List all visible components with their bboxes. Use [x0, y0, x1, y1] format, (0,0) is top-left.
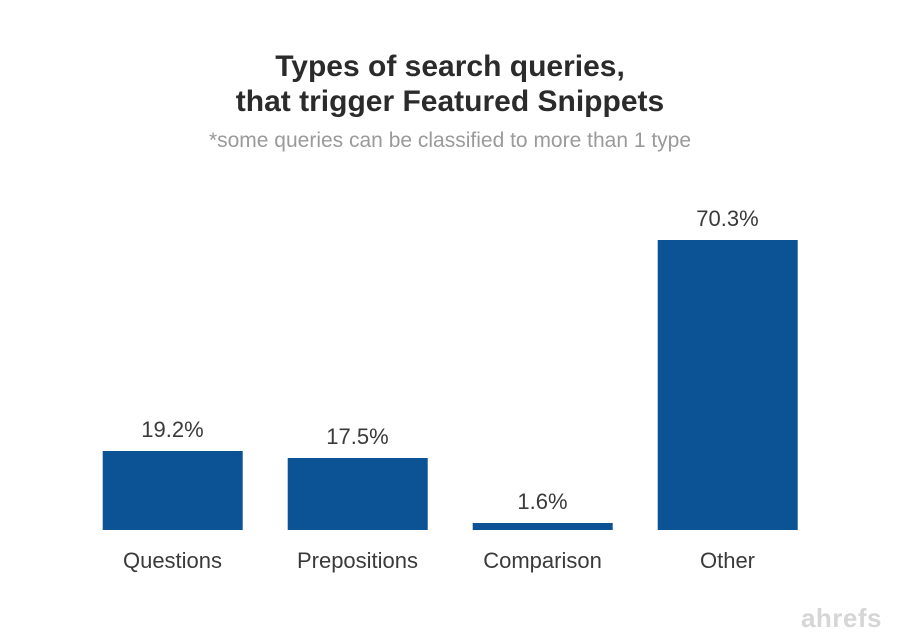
x-axis-label: Comparison: [483, 548, 602, 574]
x-axis-label: Prepositions: [297, 548, 418, 574]
chart-title-line-2: that trigger Featured Snippets: [0, 85, 900, 120]
bar-value-label: 17.5%: [326, 424, 388, 450]
bar-slot: 70.3%Other: [635, 200, 820, 530]
x-axis-label: Other: [700, 548, 755, 574]
bar-slot: 19.2%Questions: [80, 200, 265, 530]
chart-title-line-1: Types of search queries,: [0, 50, 900, 85]
bar-value-label: 1.6%: [517, 489, 567, 515]
bar-slot: 1.6%Comparison: [450, 200, 635, 530]
bar: [657, 240, 798, 530]
chart-area: 19.2%Questions17.5%Prepositions1.6%Compa…: [80, 200, 820, 560]
x-axis-label: Questions: [123, 548, 222, 574]
chart-plot: 19.2%Questions17.5%Prepositions1.6%Compa…: [80, 200, 820, 530]
chart-subtitle: *some queries can be classified to more …: [0, 129, 900, 153]
bar: [472, 523, 613, 530]
bar-value-label: 19.2%: [141, 417, 203, 443]
bar-slot: 17.5%Prepositions: [265, 200, 450, 530]
title-block: Types of search queries, that trigger Fe…: [0, 0, 900, 153]
watermark: ahrefs: [801, 603, 882, 634]
bar: [287, 458, 428, 530]
bar: [102, 451, 243, 530]
bar-value-label: 70.3%: [696, 206, 758, 232]
